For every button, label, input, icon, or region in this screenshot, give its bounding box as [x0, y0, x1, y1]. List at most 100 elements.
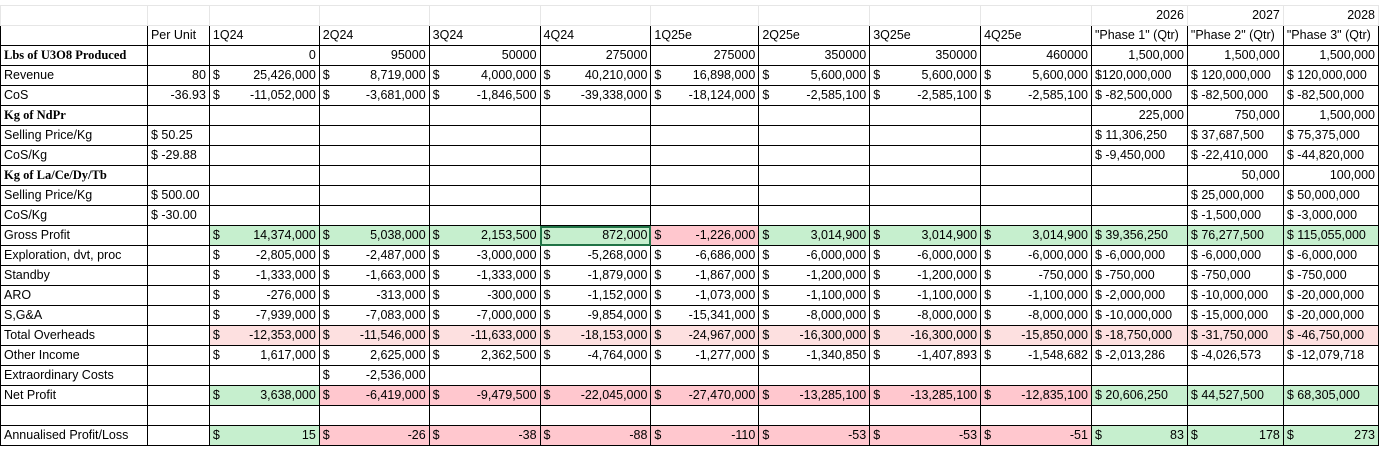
value-cell[interactable]: $3,638,000: [208, 385, 320, 406]
value-cell[interactable]: $ -276,000: [208, 285, 320, 306]
per-unit-cell[interactable]: [146, 325, 210, 346]
value-cell[interactable]: [650, 405, 760, 426]
per-unit-cell[interactable]: $ 50.25: [146, 125, 210, 146]
value-cell[interactable]: $ -8,000,000: [758, 305, 871, 326]
value-cell[interactable]: $ -5,268,000: [539, 245, 652, 266]
value-cell[interactable]: [318, 205, 430, 226]
value-cell[interactable]: $2,362,500: [428, 345, 541, 366]
value-cell[interactable]: [869, 125, 982, 146]
value-cell[interactable]: [208, 105, 320, 126]
value-cell[interactable]: $ -88: [539, 425, 652, 446]
value-cell[interactable]: $ -44,820,000: [1282, 145, 1379, 166]
value-cell[interactable]: $ -6,000,000: [1282, 245, 1379, 266]
value-cell[interactable]: $ -12,353,000: [208, 325, 320, 346]
per-unit-cell[interactable]: [146, 225, 210, 246]
value-cell[interactable]: [758, 165, 871, 186]
value-cell[interactable]: $5,600,000: [980, 65, 1092, 86]
header-cell[interactable]: Per Unit: [146, 25, 210, 46]
value-cell[interactable]: $ -1,100,000: [980, 285, 1092, 306]
cell[interactable]: [650, 5, 760, 26]
value-cell[interactable]: $ -82,500,000: [1282, 85, 1379, 106]
value-cell[interactable]: [318, 145, 430, 166]
value-cell[interactable]: [428, 145, 541, 166]
value-cell[interactable]: [650, 105, 760, 126]
value-cell[interactable]: $ -20,000,000: [1282, 305, 1379, 326]
header-cell[interactable]: 2Q25e: [758, 25, 871, 46]
value-cell[interactable]: $ -27,470,000: [650, 385, 760, 406]
value-cell[interactable]: [318, 125, 430, 146]
value-cell[interactable]: $ -15,341,000: [650, 305, 760, 326]
value-cell[interactable]: $3,014,900: [980, 225, 1092, 246]
value-cell[interactable]: $ -12,835,100: [980, 385, 1092, 406]
value-cell[interactable]: $ 120,000,000: [1282, 65, 1379, 86]
value-cell[interactable]: $ -300,000: [428, 285, 541, 306]
value-cell[interactable]: $120,000,000: [1090, 65, 1188, 86]
value-cell[interactable]: $ -15,000,000: [1186, 305, 1284, 326]
per-unit-cell[interactable]: $ -29.88: [146, 145, 210, 166]
value-cell[interactable]: $ -3,000,000: [1282, 205, 1379, 226]
value-cell[interactable]: $ -1,867,000: [650, 265, 760, 286]
cell[interactable]: [869, 5, 982, 26]
value-cell[interactable]: [869, 205, 982, 226]
row-label[interactable]: Kg of La/Ce/Dy/Tb: [0, 165, 148, 186]
value-cell[interactable]: $2,625,000: [318, 345, 430, 366]
value-cell[interactable]: $4,000,000: [428, 65, 541, 86]
per-unit-cell[interactable]: [146, 165, 210, 186]
value-cell[interactable]: $ -15,850,000: [980, 325, 1092, 346]
value-cell[interactable]: [980, 165, 1092, 186]
per-unit-cell[interactable]: [146, 425, 210, 446]
header-cell[interactable]: "Phase 2" (Qtr): [1186, 25, 1284, 46]
value-cell[interactable]: $ -20,000,000: [1282, 285, 1379, 306]
value-cell[interactable]: $ -1,152,000: [539, 285, 652, 306]
value-cell[interactable]: $872,000: [539, 225, 652, 246]
value-cell[interactable]: $ -2,000,000: [1090, 285, 1188, 306]
value-cell[interactable]: $ -7,939,000: [208, 305, 320, 326]
header-cell[interactable]: 2Q24: [318, 25, 430, 46]
value-cell[interactable]: $ -1,100,000: [869, 285, 982, 306]
value-cell[interactable]: [1090, 405, 1188, 426]
value-cell[interactable]: $ -1,333,000: [428, 265, 541, 286]
value-cell[interactable]: $ -1,500,000: [1186, 205, 1284, 226]
value-cell[interactable]: $ -1,200,000: [869, 265, 982, 286]
value-cell[interactable]: $ -38: [428, 425, 541, 446]
row-label[interactable]: Lbs of U3O8 Produced: [0, 45, 148, 66]
value-cell[interactable]: $ 25,000,000: [1186, 185, 1284, 206]
cell[interactable]: [208, 5, 320, 26]
value-cell[interactable]: 275000: [650, 45, 760, 66]
value-cell[interactable]: $ -4,764,000: [539, 345, 652, 366]
row-label[interactable]: Selling Price/Kg: [0, 125, 148, 146]
value-cell[interactable]: [650, 185, 760, 206]
value-cell[interactable]: [318, 105, 430, 126]
value-cell[interactable]: $ 20,606,250: [1090, 385, 1188, 406]
value-cell[interactable]: [208, 405, 320, 426]
value-cell[interactable]: $ -2,487,000: [318, 245, 430, 266]
row-label[interactable]: CoS: [0, 85, 148, 106]
value-cell[interactable]: [869, 365, 982, 386]
per-unit-cell[interactable]: [146, 285, 210, 306]
value-cell[interactable]: $ -10,000,000: [1186, 285, 1284, 306]
value-cell[interactable]: [650, 145, 760, 166]
value-cell[interactable]: $ -9,854,000: [539, 305, 652, 326]
header-cell[interactable]: "Phase 3" (Qtr): [1282, 25, 1379, 46]
per-unit-cell[interactable]: -36.93: [146, 85, 210, 106]
value-cell[interactable]: [869, 405, 982, 426]
year-cell[interactable]: 2027: [1186, 5, 1284, 26]
value-cell[interactable]: $ 115,055,000: [1282, 225, 1379, 246]
per-unit-cell[interactable]: $ -30.00: [146, 205, 210, 226]
value-cell[interactable]: $ -3,000,000: [428, 245, 541, 266]
header-cell[interactable]: 4Q25e: [980, 25, 1092, 46]
value-cell[interactable]: [428, 125, 541, 146]
value-cell[interactable]: [318, 405, 430, 426]
cell[interactable]: [980, 5, 1092, 26]
value-cell[interactable]: [1090, 165, 1188, 186]
value-cell[interactable]: $ -1,548,682: [980, 345, 1092, 366]
value-cell[interactable]: $ -18,750,000: [1090, 325, 1188, 346]
value-cell[interactable]: [758, 185, 871, 206]
value-cell[interactable]: [208, 125, 320, 146]
value-cell[interactable]: $ -6,000,000: [869, 245, 982, 266]
value-cell[interactable]: [1090, 185, 1188, 206]
value-cell[interactable]: $ -11,633,000: [428, 325, 541, 346]
value-cell[interactable]: $ 11,306,250: [1090, 125, 1188, 146]
value-cell[interactable]: $178: [1186, 425, 1284, 446]
value-cell[interactable]: $ -750,000: [1090, 265, 1188, 286]
